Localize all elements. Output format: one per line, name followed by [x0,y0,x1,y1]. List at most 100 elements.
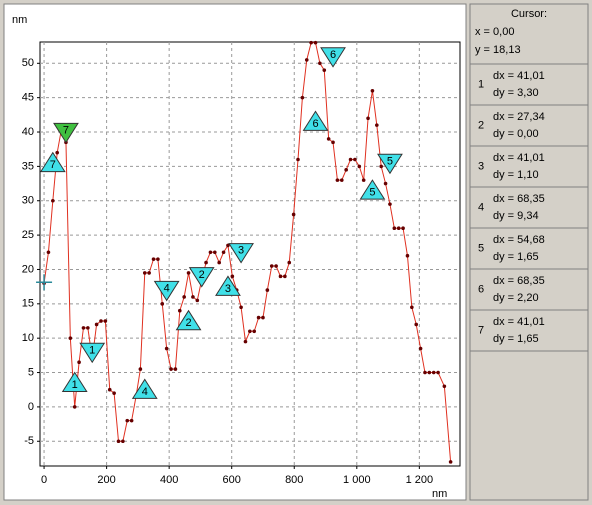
data-point [195,298,200,303]
data-point [427,370,432,375]
data-point [112,391,116,395]
row-dx: dx = 41,01 [493,316,545,328]
data-point [331,140,335,145]
data-point [392,226,397,231]
data-point [125,418,130,423]
marker [359,179,386,200]
marker-label: 6 [330,49,336,61]
marker [320,47,346,68]
data-point [186,271,191,275]
data-point [147,271,151,275]
y-tick-label: 50 [22,57,34,69]
marker [377,153,403,175]
cursor-title: Cursor: [511,8,547,20]
data-point [322,68,327,72]
row-dx: dx = 41,01 [493,152,545,164]
marker [131,378,158,399]
marker [215,275,241,296]
marker [175,309,202,331]
row-dy: dy = 0,00 [493,128,539,140]
row-dy: dy = 1,65 [493,333,539,345]
data-point [243,339,248,344]
data-point [160,302,165,306]
y-tick-label: 45 [22,92,34,104]
marker [53,122,79,144]
data-point [107,387,112,392]
data-point [217,260,221,265]
data-point [344,168,348,172]
marker [228,243,254,264]
row-dy: dy = 1,10 [493,169,539,181]
marker-label: 3 [225,283,231,295]
marker-label: 2 [199,269,205,281]
data-point [423,370,427,375]
x-tick-label: 1 000 [343,474,371,486]
data-point [269,264,274,268]
x-tick-label: 1 200 [406,474,434,486]
data-point [300,95,305,100]
data-point [291,212,296,217]
data-point [252,329,257,334]
row-dx: dx = 68,35 [493,193,545,205]
data-point [129,418,134,423]
data-point [410,305,414,310]
data-point [318,61,322,66]
data-point [366,116,370,121]
row-dx: dx = 41,01 [493,70,545,82]
data-point [116,439,121,444]
data-point [68,336,73,340]
cursor-cross [36,274,53,291]
data-point [72,405,77,409]
y-tick-label: 25 [22,229,34,241]
row-id: 1 [478,78,484,90]
data-point [173,367,178,371]
marker-label: 7 [63,124,69,136]
data-point [348,157,353,162]
data-point [304,58,309,62]
data-point [121,439,125,444]
data-point [142,271,147,275]
marker [39,151,66,173]
y-tick-label: 30 [22,195,34,207]
data-point [265,288,270,292]
data-point [361,178,366,182]
cursor-y: y = 18,13 [475,44,521,56]
data-point [353,157,357,162]
marker [61,371,88,393]
data-point [248,329,252,334]
data-point [256,315,261,320]
row-dx: dx = 54,68 [493,234,545,246]
marker-label: 2 [185,317,191,329]
data-point [239,305,243,310]
data-point [357,164,362,169]
data-point [296,157,300,162]
row-id: 7 [478,324,484,336]
marker [188,267,215,288]
y-tick-label: 20 [22,263,34,275]
data-point [221,250,226,255]
data-point [99,319,103,323]
data-point [274,264,278,268]
data-point [309,40,313,45]
marker-label: 5 [387,155,393,167]
x-tick-label: 200 [97,474,115,486]
y-tick-label: 10 [22,332,34,344]
data-point [230,274,235,279]
data-point [77,360,81,365]
row-dy: dy = 1,65 [493,251,539,263]
data-point [103,319,108,323]
data-point [442,384,447,389]
row-dx: dx = 68,35 [493,275,545,287]
data-point [138,367,143,371]
row-id: 6 [478,283,484,295]
data-point [405,253,410,258]
row-id: 4 [478,201,484,213]
data-point [191,295,195,299]
x-tick-label: 400 [160,474,178,486]
data-point [156,257,160,261]
row-id: 5 [478,242,484,254]
plot-frame [39,41,461,467]
x-tick-label: 0 [41,474,47,486]
data-point [51,198,55,203]
